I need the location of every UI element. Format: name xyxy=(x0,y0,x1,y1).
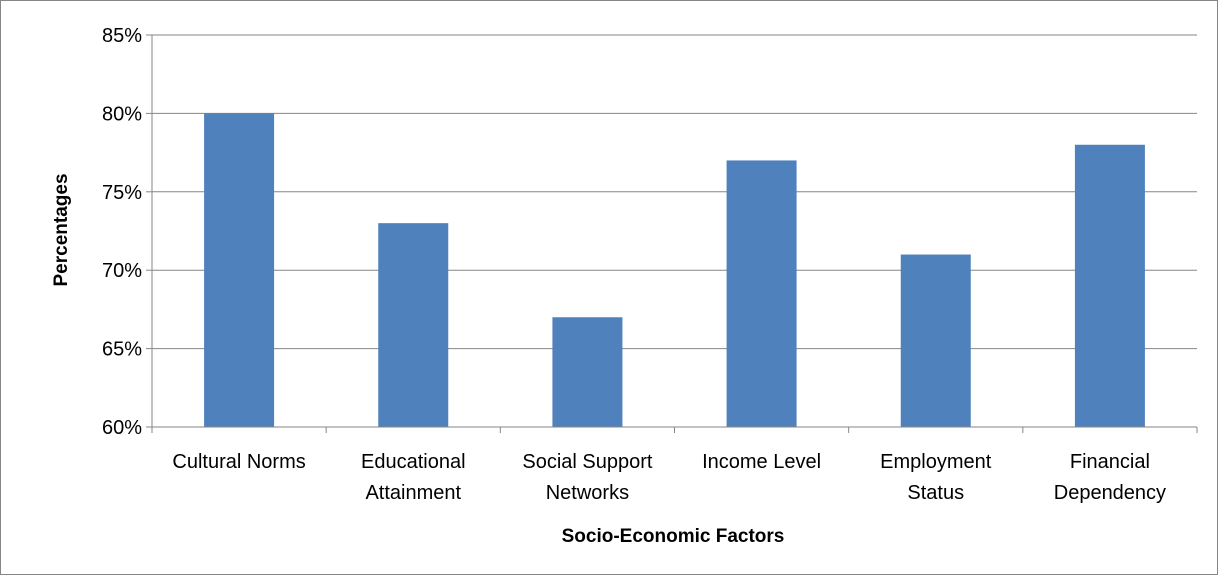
x-category-label: Educational Attainment xyxy=(361,451,466,504)
y-tick-label: 60% xyxy=(102,417,142,439)
x-category-label: Social Support Networks xyxy=(522,451,653,504)
bars xyxy=(204,113,1145,428)
y-tick-label: 70% xyxy=(102,260,142,282)
x-category-label: Employment Status xyxy=(880,451,992,504)
gridlines xyxy=(152,34,1197,350)
y-tick-label: 85% xyxy=(102,25,142,47)
y-tick-labels: 60% 65% 70% 75% 80% 85% xyxy=(102,25,142,439)
y-tick-label: 65% xyxy=(102,339,142,361)
x-category-labels: Cultural Norms Educational Attainment Socia… xyxy=(172,451,1166,504)
y-axis-title: Percentages xyxy=(51,173,72,286)
bar xyxy=(900,254,971,427)
bar xyxy=(378,223,449,427)
y-tick-label: 75% xyxy=(102,182,142,204)
bar xyxy=(1074,144,1145,427)
x-category-label: Financial Dependency xyxy=(1054,451,1166,504)
bar xyxy=(204,113,275,428)
bar xyxy=(726,160,797,427)
axes xyxy=(146,34,1198,433)
bar xyxy=(552,317,623,427)
y-tick-label: 80% xyxy=(102,103,142,125)
x-axis-title: Socio-Economic Factors xyxy=(562,526,785,547)
x-category-label: Income Level xyxy=(702,451,821,473)
x-category-label: Cultural Norms xyxy=(172,451,305,473)
